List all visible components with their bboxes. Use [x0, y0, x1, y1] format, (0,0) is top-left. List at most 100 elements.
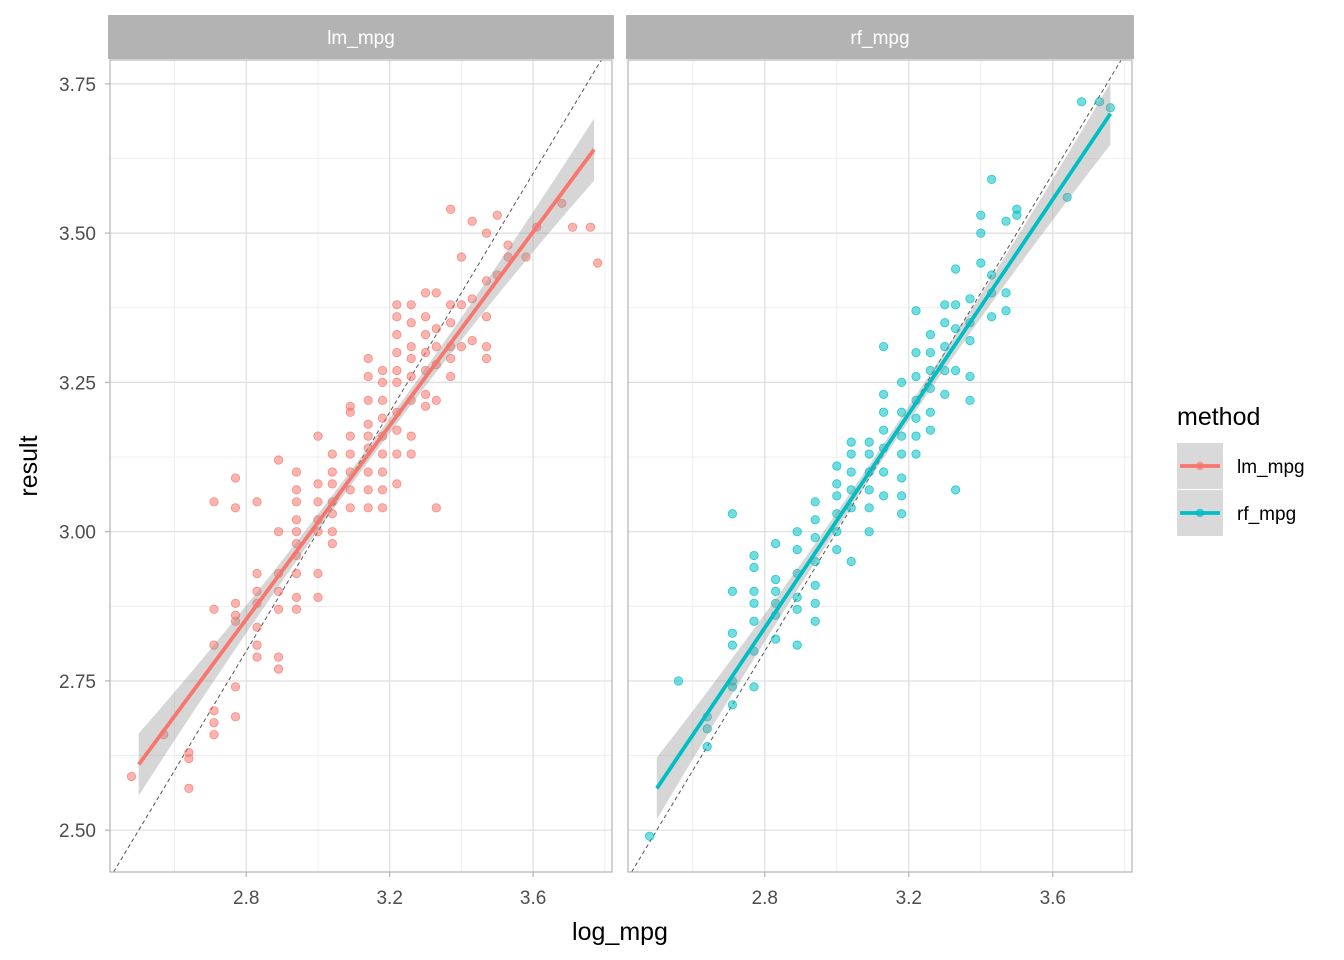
data-point: [925, 425, 936, 435]
data-point: [864, 485, 874, 495]
data-point: [749, 562, 759, 573]
data-point: [965, 336, 975, 346]
data-point: [420, 288, 431, 298]
data-point: [896, 407, 907, 417]
data-point: [770, 634, 781, 644]
data-point: [832, 527, 842, 537]
data-point: [420, 312, 431, 322]
data-point: [878, 341, 889, 352]
data-point: [925, 407, 936, 417]
data-point: [896, 491, 907, 501]
data-point: [291, 497, 302, 507]
data-point: [291, 467, 302, 477]
data-point: [252, 497, 262, 507]
data-point: [864, 527, 874, 537]
panel-border: [627, 59, 1133, 873]
data-point: [521, 252, 531, 262]
legend: method lm_mpg rf_mpg: [1177, 403, 1305, 536]
data-point: [481, 228, 492, 238]
data-point: [392, 300, 402, 310]
data-point: [986, 174, 997, 185]
data-point: [363, 419, 373, 429]
data-point: [209, 706, 219, 716]
data-point: [392, 449, 402, 459]
data-point: [392, 347, 402, 358]
data-point: [896, 509, 907, 519]
data-point: [392, 479, 402, 489]
data-point: [749, 550, 759, 561]
legend-key-point: [1195, 508, 1205, 518]
data-point: [273, 664, 284, 674]
data-point: [832, 461, 842, 471]
data-point: [950, 264, 961, 274]
data-point: [377, 395, 388, 405]
data-point: [727, 509, 738, 519]
data-point: [702, 742, 712, 752]
data-point: [792, 604, 802, 614]
data-point: [420, 401, 431, 411]
data-point: [252, 568, 262, 579]
data-point: [846, 467, 856, 477]
data-point: [792, 592, 802, 602]
data-point: [392, 330, 402, 340]
data-point: [406, 449, 416, 459]
data-point: [770, 539, 781, 549]
data-point: [291, 568, 302, 579]
data-point: [702, 724, 712, 734]
data-point: [327, 449, 337, 459]
data-point: [209, 640, 219, 650]
legend-key-point: [1195, 461, 1205, 471]
y-axis: 2.50 2.75 3.00 3.25 3.50 3.75: [59, 75, 110, 842]
data-point: [749, 598, 759, 608]
facet-strip-label: rf_mpg: [850, 28, 909, 49]
data-point: [252, 652, 262, 662]
data-point: [327, 467, 337, 477]
data-point: [925, 347, 936, 358]
data-point: [911, 449, 921, 459]
facet-strip: [108, 15, 614, 59]
data-point: [878, 425, 889, 435]
data-point: [230, 616, 241, 626]
data-point: [896, 377, 907, 388]
data-point: [1062, 192, 1072, 202]
data-point: [209, 730, 219, 740]
data-point: [209, 497, 219, 507]
data-point: [446, 300, 456, 310]
data-point: [313, 568, 323, 579]
data-point: [230, 712, 241, 722]
data-point: [392, 365, 402, 376]
y-tick-label: 2.50: [59, 821, 96, 842]
data-point: [1077, 97, 1087, 107]
data-point: [950, 485, 961, 495]
data-point: [327, 479, 337, 489]
data-point: [273, 604, 284, 614]
data-point: [363, 353, 373, 364]
data-point: [313, 592, 323, 602]
legend-label: lm_mpg: [1237, 457, 1305, 478]
data-point: [230, 682, 241, 692]
data-point: [230, 598, 241, 608]
data-point: [456, 341, 466, 352]
data-point: [209, 604, 219, 614]
data-point: [431, 324, 441, 334]
data-point: [291, 592, 302, 602]
data-point: [896, 449, 907, 459]
x-tick-label: 3.6: [1040, 888, 1066, 909]
data-point: [230, 473, 241, 483]
data-point: [832, 479, 842, 489]
data-point: [363, 485, 373, 495]
data-point: [878, 389, 889, 399]
data-point: [252, 622, 262, 632]
data-point: [431, 341, 441, 352]
data-point: [986, 270, 997, 280]
data-point: [940, 389, 950, 399]
data-point: [878, 407, 889, 417]
data-point: [810, 598, 820, 608]
data-point: [406, 300, 416, 310]
data-point: [727, 586, 738, 596]
data-point: [377, 365, 388, 376]
data-point: [878, 467, 889, 477]
data-point: [925, 330, 936, 340]
data-point: [446, 318, 456, 328]
data-point: [792, 544, 802, 555]
